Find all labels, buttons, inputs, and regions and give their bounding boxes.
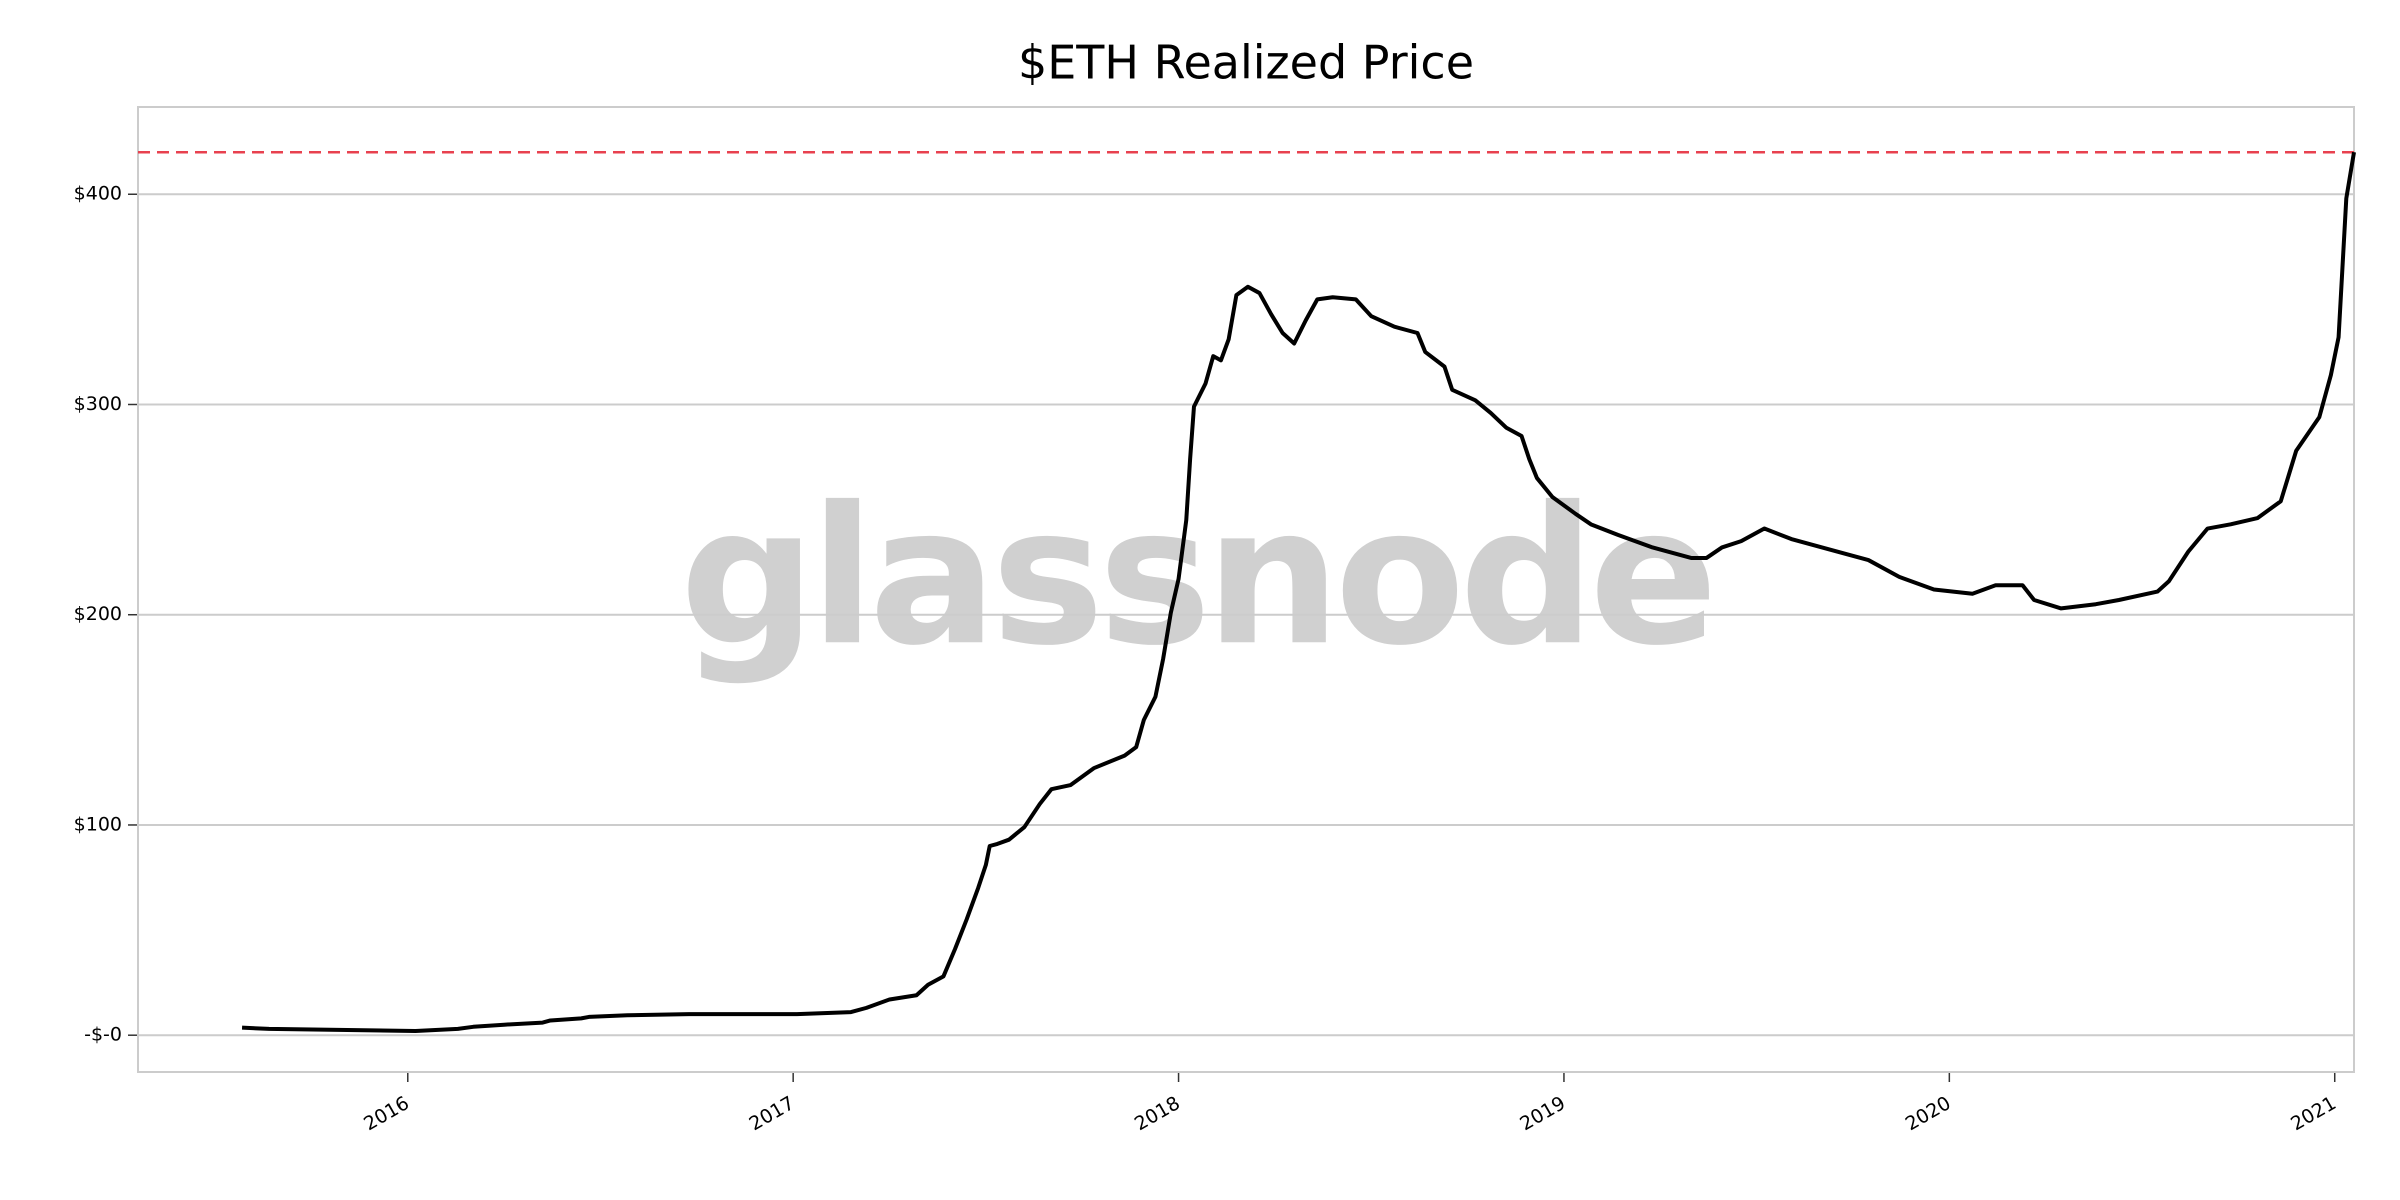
y-tick-label: $400 <box>74 183 122 205</box>
watermark: glassnode <box>680 466 1712 687</box>
chart-title: $ETH Realized Price <box>1018 36 1474 90</box>
y-tick-label: $100 <box>74 813 122 835</box>
line-series <box>241 151 2356 1033</box>
y-tick-label: -$-0 <box>84 1024 122 1046</box>
plot-frame <box>137 106 2355 1073</box>
y-tick-label: $200 <box>74 603 122 625</box>
y-tick-label: $300 <box>74 393 122 415</box>
